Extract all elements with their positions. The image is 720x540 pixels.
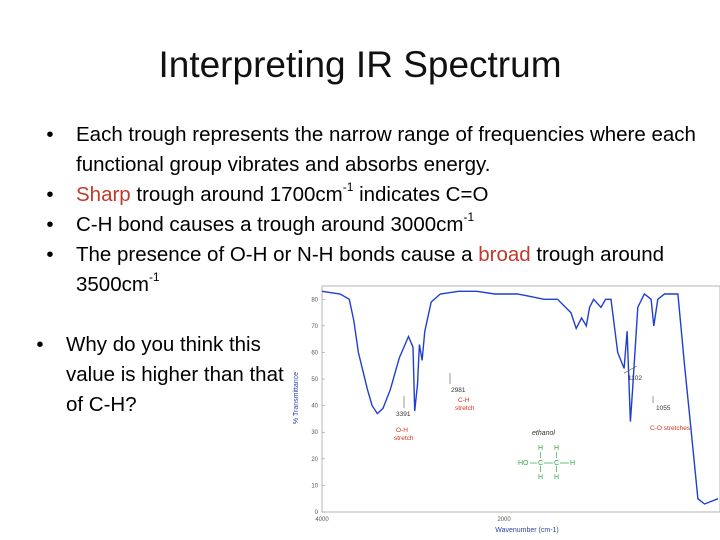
bullet-text: Each trough represents the narrow range … <box>76 123 696 176</box>
ch-label-2: stretch <box>455 405 475 412</box>
y-tick-label: 40 <box>311 404 318 410</box>
ch-label: C-H <box>458 397 470 404</box>
question-bullet: • Why do you think this value is higher … <box>30 330 290 420</box>
bullet-dot: • <box>46 183 54 206</box>
y-tick-label: 60 <box>311 351 318 357</box>
bullet-dot: • <box>36 333 44 356</box>
y-tick-label: 10 <box>311 483 318 489</box>
oh-label: O-H <box>396 427 408 434</box>
bullet-text: indicates C=O <box>353 183 489 206</box>
struct-h-bot1: H <box>538 474 543 481</box>
oh-value: 3391 <box>396 411 411 418</box>
bullet-text: C-H bond causes a trough around 3000cm <box>76 213 464 236</box>
struct-h-top2: H <box>554 445 559 452</box>
y-tick-label: 0 <box>315 510 319 516</box>
bullet-item: • C-H bond causes a trough around 3000cm… <box>40 210 700 240</box>
bullet-item: • The presence of O-H or N-H bonds cause… <box>40 240 700 300</box>
x-tick-label: 4000 <box>315 517 329 523</box>
y-tick-labels: 80 70 60 50 40 30 20 10 0 <box>311 297 325 516</box>
bullet-list: • Each trough represents the narrow rang… <box>40 120 700 300</box>
compound-name: ethanol <box>532 430 555 437</box>
struct-c1: C <box>538 460 543 467</box>
co-pointer-1 <box>623 365 638 374</box>
bullet-item: • Each trough represents the narrow rang… <box>40 120 700 180</box>
co-annotation: 1102 1055 C-O stretches <box>623 365 691 432</box>
y-tick-label: 80 <box>311 297 318 303</box>
emphasis-broad: broad <box>478 243 531 266</box>
bullet-dot: • <box>46 243 54 266</box>
struct-h-top1: H <box>538 445 543 452</box>
bullet-text: The presence of O-H or N-H bonds cause a <box>76 243 479 266</box>
co-label: C-O stretches <box>650 425 691 432</box>
ir-spectrum-chart: % Transmittance 80 70 60 50 40 30 20 10 0 4000 20… <box>293 285 720 534</box>
ch-value: 2981 <box>451 387 466 394</box>
x-tick-label: 2000 <box>497 517 511 523</box>
y-tick-label: 30 <box>311 430 318 436</box>
x-axis-label: Wavenumber (cm-1) <box>495 527 559 534</box>
plot-frame <box>321 285 720 513</box>
y-tick-label: 70 <box>311 324 318 330</box>
struct-h-right: H <box>570 460 575 467</box>
bullet-dot: • <box>46 123 54 146</box>
bullet-text: trough around 3500cm <box>76 243 665 296</box>
y-tick-label: 20 <box>311 457 318 463</box>
oh-annotation: 3391 O-H stretch <box>394 396 414 442</box>
y-axis-label: % Transmittance <box>293 372 300 424</box>
question-text: Why do you think this value is higher th… <box>66 333 284 416</box>
superscript: -1 <box>148 270 160 285</box>
struct-ho: HO <box>518 460 529 467</box>
struct-h-bot2: H <box>554 474 559 481</box>
bullet-item: • Sharp trough around 1700cm-1 indicates… <box>40 180 700 210</box>
co-value-1: 1102 <box>628 375 642 382</box>
slide-title: Interpreting IR Spectrum <box>158 44 562 85</box>
superscript: -1 <box>463 210 475 225</box>
superscript: -1 <box>342 180 354 195</box>
emphasis-sharp: Sharp <box>76 183 131 206</box>
ethanol-structure: ethanol HO C C H H H H H <box>518 430 575 481</box>
co-value-2: 1055 <box>656 405 671 412</box>
x-tick-labels: 4000 2000 <box>315 517 511 523</box>
struct-c2: C <box>554 460 559 467</box>
y-tick-label: 50 <box>311 377 318 383</box>
bullet-text: trough around 1700cm <box>130 183 343 206</box>
oh-label-2: stretch <box>394 435 414 442</box>
spectrum-line <box>321 290 719 505</box>
ch-annotation: 2981 C-H stretch <box>449 373 475 412</box>
bullet-dot: • <box>46 213 54 236</box>
